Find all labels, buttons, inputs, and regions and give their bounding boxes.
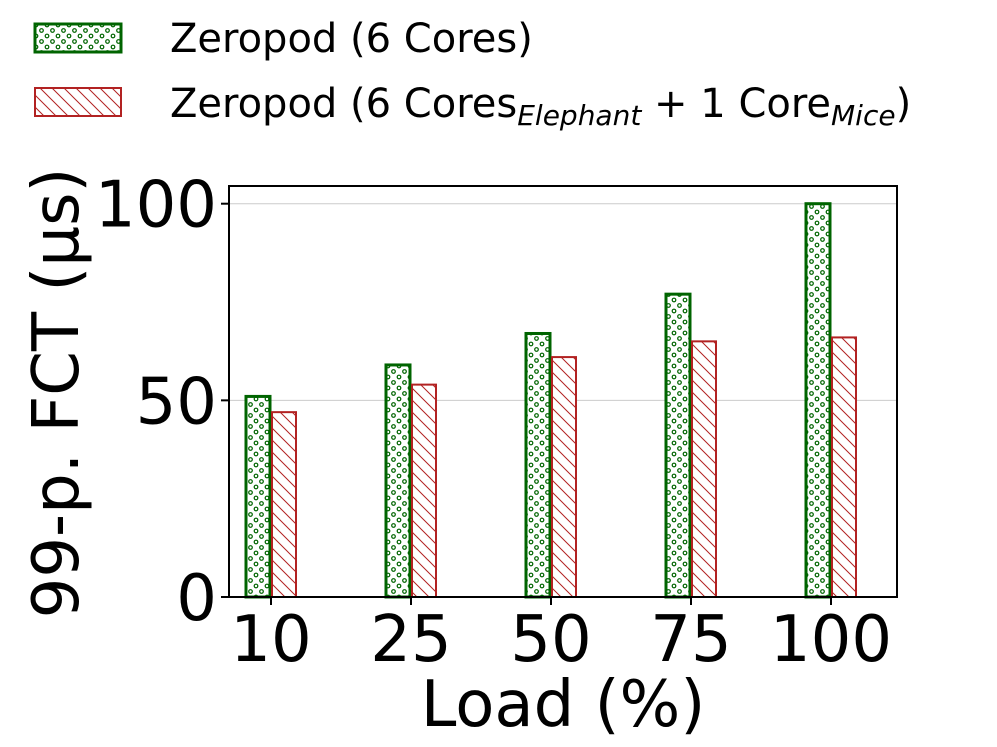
legend-label-series-1: Zeropod (6 CoresElephant + 1 CoreMice) (170, 81, 911, 132)
bar-series0-25 (384, 363, 412, 599)
legend-swatch-series-1 (34, 87, 122, 117)
legend-label-series-0: Zeropod (6 Cores) (170, 16, 533, 62)
x-tick-label-50: 50 (510, 603, 591, 677)
bars (244, 202, 857, 599)
bar-series1-50 (551, 356, 577, 598)
x-tick-label-100: 100 (770, 603, 892, 677)
bar-series1-75 (691, 340, 717, 598)
bar-series1-100 (831, 336, 857, 598)
x-tick-label-75: 75 (650, 603, 731, 677)
plot-frame (228, 185, 898, 598)
y-tick-label-0: 0 (176, 562, 217, 636)
x-tick-label-10: 10 (230, 603, 311, 677)
bar-series0-75 (664, 292, 692, 599)
y-tick-label-50: 50 (136, 365, 217, 439)
y-axis-label: 99-p. FCT (μs) (20, 168, 94, 619)
bar-series1-25 (411, 383, 437, 598)
legend-swatch-series-0 (33, 22, 123, 54)
y-tick-label-100: 100 (95, 169, 217, 243)
x-axis-label: Load (%) (421, 668, 706, 742)
legend: Zeropod (6 Cores) Zeropod (6 CoresElepha… (33, 16, 911, 132)
bar-series1-10 (271, 411, 297, 598)
ticks: 0 50 100 10 25 50 75 100 (95, 169, 892, 677)
x-tick-label-25: 25 (370, 603, 451, 677)
bar-series0-100 (804, 202, 832, 599)
bar-series0-10 (244, 394, 272, 599)
bar-series0-50 (524, 331, 552, 599)
